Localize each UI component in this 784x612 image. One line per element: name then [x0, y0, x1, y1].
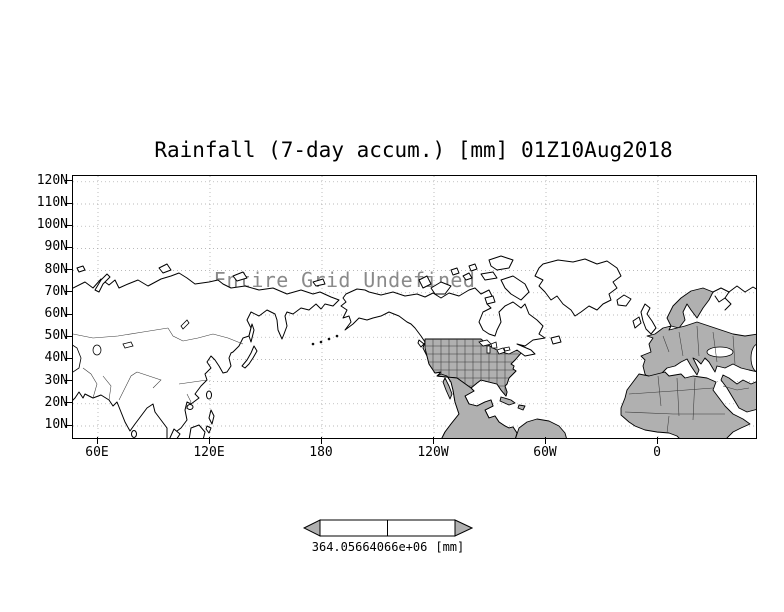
lat-label: 60N [44, 306, 68, 321]
eurasia-landmass [73, 263, 340, 438]
africa-landmass [620, 371, 756, 438]
axis-tick [65, 335, 72, 337]
axis-tick [65, 380, 72, 382]
axis-tick [65, 246, 72, 248]
lat-label: 120N [36, 172, 68, 188]
axis-tick [65, 202, 72, 204]
lon-label: 60W [533, 445, 557, 460]
colorbar-unit: [mm] [435, 540, 465, 554]
axis-tick [544, 437, 546, 444]
world-map-svg: Entire Grid Undefined [73, 176, 756, 438]
usa-landmass [424, 338, 522, 397]
axis-tick [65, 424, 72, 426]
greenland-landmass [534, 258, 622, 317]
colorbar [302, 519, 474, 541]
latin-america-landmass [436, 373, 567, 438]
lat-label: 110N [36, 195, 68, 210]
arctic-islands [418, 255, 530, 305]
axis-tick [432, 437, 434, 444]
axis-tick [65, 224, 72, 226]
plot-title: Rainfall (7-day accum.) [mm] 01Z10Aug201… [154, 138, 673, 162]
axis-tick [656, 437, 658, 444]
colorbar-caption: 364.05664066e+06 [mm] [288, 540, 488, 554]
lat-label: 80N [44, 261, 68, 277]
lat-label: 30N [44, 372, 68, 388]
colorbar-segment [319, 519, 388, 537]
axis-tick [65, 291, 72, 293]
colorbar-values: 364.05664066e+06 [311, 540, 428, 554]
colorbar-segment [387, 519, 456, 537]
lon-label: 120W [417, 445, 449, 460]
axis-tick [65, 180, 72, 182]
axis-tick [65, 402, 72, 404]
lon-label: 180 [309, 445, 333, 460]
colorbar-right-arrow [454, 519, 474, 537]
lon-label: 120E [193, 445, 225, 460]
lat-label: 100N [36, 217, 68, 233]
axis-tick [65, 357, 72, 359]
axis-tick [320, 437, 322, 444]
usa-state-borders [425, 339, 519, 396]
map-plot: Entire Grid Undefined [72, 175, 757, 439]
lat-label: 70N [44, 283, 68, 299]
europe-landmass [616, 285, 756, 381]
lat-label: 20N [44, 394, 68, 410]
lon-label: 60E [85, 445, 109, 460]
lat-label: 50N [44, 328, 68, 344]
axis-tick [65, 313, 72, 315]
colorbar-left-arrow [302, 519, 321, 537]
lat-label: 90N [44, 239, 68, 255]
lat-label: 10N [44, 417, 68, 432]
lon-label: 0 [653, 445, 661, 460]
lat-label: 40N [44, 350, 68, 366]
axis-tick [208, 437, 210, 444]
axis-tick [65, 269, 72, 271]
axis-tick [96, 437, 98, 444]
